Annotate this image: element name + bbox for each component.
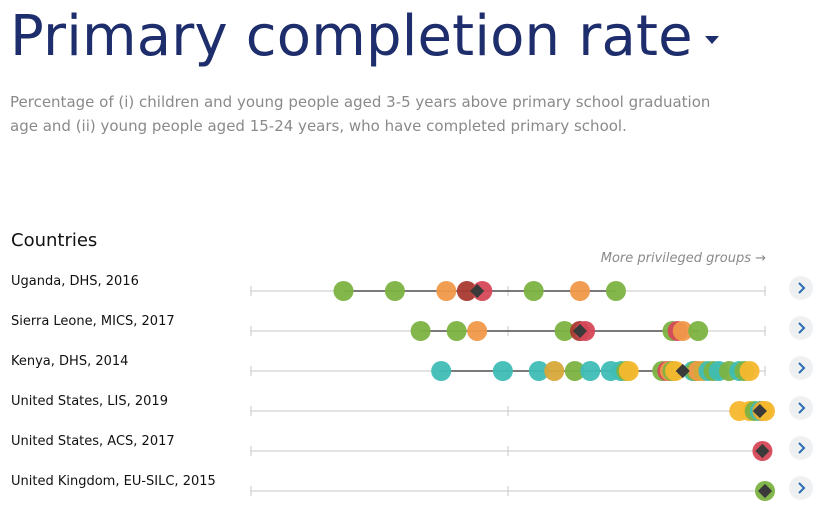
data-point[interactable] (446, 321, 467, 341)
data-point[interactable] (436, 281, 457, 301)
more-privileged-link[interactable]: More privileged groups → (600, 251, 766, 266)
chevron-right-icon[interactable] (789, 276, 813, 300)
overall-marker (755, 443, 770, 459)
data-point[interactable] (665, 361, 686, 381)
chart-row (250, 401, 775, 421)
countries-heading: Countries (11, 230, 98, 251)
data-point[interactable] (739, 361, 760, 381)
chevron-right-icon[interactable] (789, 396, 813, 420)
chart-row (250, 321, 766, 341)
data-point[interactable] (431, 361, 452, 381)
data-point[interactable] (456, 281, 477, 301)
overall-marker (675, 363, 690, 379)
data-point[interactable] (333, 281, 354, 301)
overall-marker (470, 283, 485, 299)
chart-row (250, 281, 766, 301)
data-point[interactable] (688, 321, 709, 341)
data-point[interactable] (410, 321, 431, 341)
chevron-right-icon[interactable] (789, 476, 813, 500)
data-point[interactable] (564, 361, 585, 381)
chart-row (250, 441, 773, 461)
title-area: Primary completion rate (10, 0, 719, 72)
overall-marker (757, 483, 773, 499)
row-label: Sierra Leone, MICS, 2017 (11, 314, 175, 329)
overall-marker (752, 403, 767, 419)
data-point[interactable] (492, 361, 513, 381)
chart-row (250, 361, 766, 381)
data-point[interactable] (467, 321, 488, 341)
row-label: United Kingdom, EU-SILC, 2015 (11, 474, 216, 489)
data-point[interactable] (618, 361, 639, 381)
data-point[interactable] (580, 361, 601, 381)
overall-marker (572, 323, 588, 339)
page-title: Primary completion rate (10, 3, 693, 69)
row-label: United States, LIS, 2019 (11, 394, 168, 409)
data-point[interactable] (528, 361, 549, 381)
row-label: Uganda, DHS, 2016 (11, 274, 139, 289)
data-point[interactable] (605, 281, 626, 301)
chevron-right-icon[interactable] (789, 436, 813, 460)
data-point[interactable] (554, 321, 575, 341)
row-label: Kenya, DHS, 2014 (11, 354, 129, 369)
chevron-right-icon[interactable] (789, 356, 813, 380)
data-point[interactable] (569, 281, 590, 301)
data-point[interactable] (384, 281, 405, 301)
chevron-right-icon[interactable] (789, 316, 813, 340)
caret-down-icon[interactable] (704, 36, 719, 44)
row-label: United States, ACS, 2017 (11, 434, 175, 449)
data-point[interactable] (672, 321, 693, 341)
chart-row (250, 481, 775, 501)
data-point[interactable] (544, 361, 565, 381)
data-point[interactable] (523, 281, 544, 301)
page-subtitle: Percentage of (i) children and young peo… (10, 93, 711, 135)
